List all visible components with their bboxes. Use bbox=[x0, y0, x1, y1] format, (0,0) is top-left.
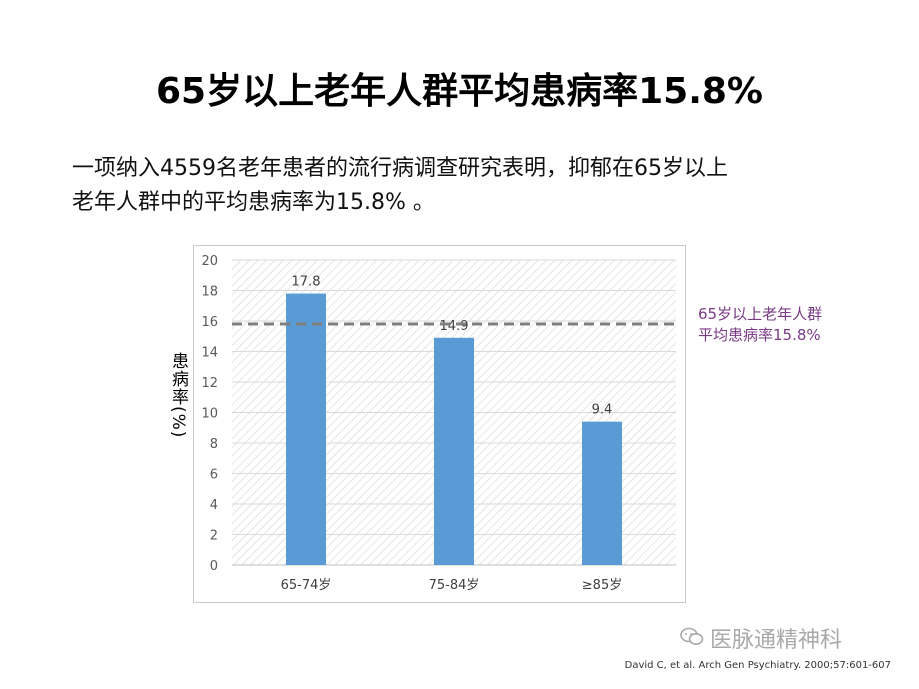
x-tick-label: 75-84岁 bbox=[429, 578, 480, 593]
average-annotation-line-1: 65岁以上老年人群 bbox=[698, 305, 823, 323]
bar-value-labels: 17.8 14.9 9.4 bbox=[292, 275, 613, 418]
y-tick-label: 0 bbox=[210, 559, 218, 574]
y-tick-label: 20 bbox=[201, 254, 218, 269]
y-tick-label: 16 bbox=[201, 315, 218, 330]
x-tick-labels: 65-74岁 75-84岁 ≥85岁 bbox=[281, 578, 623, 593]
average-annotation: 65岁以上老年人群 平均患病率15.8% bbox=[698, 304, 908, 346]
body-line-1: 一项纳入4559名老年患者的流行病调查研究表明，抑郁在65岁以上 bbox=[72, 156, 728, 181]
bar bbox=[434, 337, 474, 565]
bar-value-label: 17.8 bbox=[292, 275, 321, 290]
y-tick-labels: 0 2 4 6 8 10 12 14 16 18 20 bbox=[201, 254, 218, 574]
watermark-text: 医脉通精神科 bbox=[710, 628, 843, 653]
body-paragraph: 一项纳入4559名老年患者的流行病调查研究表明，抑郁在65岁以上 老年人群中的平… bbox=[72, 152, 872, 220]
bar bbox=[286, 293, 326, 565]
y-tick-label: 2 bbox=[210, 529, 218, 544]
y-tick-label: 10 bbox=[201, 407, 218, 422]
slide-title: 65岁以上老年人群平均患病率15.8% bbox=[156, 71, 763, 112]
y-tick-label: 14 bbox=[201, 346, 218, 361]
y-tick-label: 6 bbox=[210, 468, 218, 483]
citation: David C, et al. Arch Gen Psychiatry. 200… bbox=[624, 660, 891, 671]
y-axis-label: 患病率(%) bbox=[168, 352, 188, 439]
y-tick-label: 18 bbox=[201, 285, 218, 300]
bar-value-label: 9.4 bbox=[592, 403, 613, 418]
watermark: 医脉通精神科 bbox=[680, 622, 919, 654]
bars bbox=[286, 293, 622, 565]
average-annotation-line-2: 平均患病率15.8% bbox=[698, 326, 821, 344]
bar bbox=[582, 421, 622, 565]
wechat-logo-icon bbox=[680, 627, 704, 652]
y-tick-label: 4 bbox=[210, 498, 218, 513]
y-tick-label: 8 bbox=[210, 437, 218, 452]
x-tick-label: 65-74岁 bbox=[281, 578, 332, 593]
body-line-2: 老年人群中的平均患病率为15.8% 。 bbox=[72, 190, 435, 215]
bar-value-label: 14.9 bbox=[440, 319, 469, 334]
y-tick-label: 12 bbox=[201, 376, 218, 391]
x-tick-label: ≥85岁 bbox=[582, 578, 622, 593]
